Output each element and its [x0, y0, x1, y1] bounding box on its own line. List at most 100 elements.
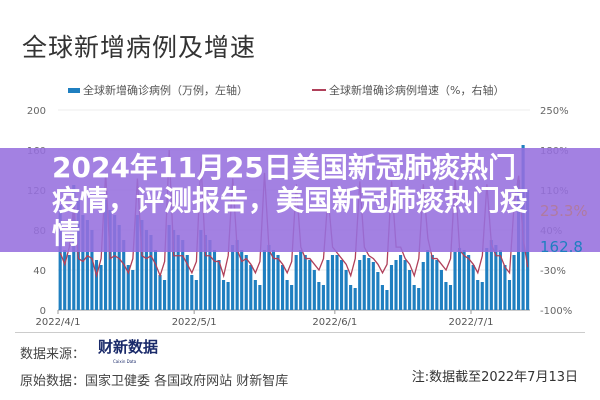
overlay-band [0, 148, 600, 252]
bar [212, 250, 217, 310]
bar [385, 290, 389, 310]
caixin-logo-sub: Caixin Data [113, 359, 137, 364]
caixin-logo: 财新数据 [98, 338, 159, 356]
y-right-tick-label: -30% [540, 266, 566, 277]
source-label: 数据来源： [20, 347, 86, 362]
bar [194, 280, 198, 310]
bar [135, 215, 139, 310]
bar [389, 265, 394, 310]
bar [448, 285, 453, 310]
bar [512, 255, 516, 310]
bar [394, 260, 398, 310]
bar [244, 255, 248, 310]
bar [85, 220, 89, 310]
bar [480, 282, 484, 310]
bar [190, 275, 194, 310]
bar [344, 270, 348, 310]
legend-line: 全球新增确诊病例增速（%，右轴） [312, 82, 504, 98]
bar [285, 280, 289, 310]
legend-bars: 全球新增确诊病例（万例，左轴） [68, 82, 248, 98]
original-data: 原始数据：国家卫健委 各国政府网站 财新智库 [20, 374, 289, 389]
bar [398, 255, 403, 310]
x-tick-label: 2022/5/1 [172, 317, 217, 328]
y-left-tick-label: 40 [33, 266, 46, 277]
bar [349, 285, 353, 310]
bar [172, 230, 176, 310]
overlay-headline: 2024年11月25日美国新冠肺痰热门疫情，评测报告，美国新冠肺痰热门疫情 [52, 151, 529, 250]
bar [58, 205, 62, 310]
y-left-tick-label: 0 [40, 306, 46, 317]
bar [226, 282, 230, 310]
bar [367, 258, 371, 310]
bar [462, 250, 466, 310]
bar [162, 280, 167, 310]
bar [90, 230, 94, 310]
bar [249, 265, 253, 310]
bar [457, 248, 462, 310]
bar [453, 252, 457, 310]
bar [262, 250, 266, 310]
bar [240, 250, 244, 310]
bar [426, 250, 430, 310]
bar [126, 265, 130, 310]
bar [199, 230, 203, 310]
bar [380, 285, 384, 310]
bar [144, 230, 148, 310]
bar [149, 235, 153, 310]
bar [317, 282, 321, 310]
bar [167, 225, 171, 310]
y-right-tick-label: 250% [540, 106, 569, 117]
bar [444, 282, 448, 310]
bar [362, 255, 366, 310]
bar [290, 285, 294, 310]
bar [439, 270, 443, 310]
page-title: 全球新增病例及增速 [22, 33, 257, 62]
bar [81, 215, 85, 310]
bar [271, 250, 276, 310]
bar [326, 260, 330, 310]
bar [99, 265, 103, 310]
bar [103, 200, 108, 310]
bar-data-label: 162.8 [540, 238, 583, 256]
bar [308, 260, 312, 310]
y-left-tick-label: 200 [27, 106, 46, 117]
bar [113, 215, 117, 310]
bar [376, 272, 380, 310]
x-tick-label: 2022/6/1 [312, 317, 357, 328]
bar [412, 285, 416, 310]
bar [353, 288, 357, 310]
divider [15, 332, 585, 333]
bar [435, 260, 439, 310]
bar [221, 280, 226, 310]
bar [117, 225, 121, 310]
x-tick-label: 2022/7/1 [449, 317, 494, 328]
bar [176, 235, 180, 310]
bar [471, 265, 475, 310]
bar [153, 250, 158, 310]
bar [185, 255, 189, 310]
bar [122, 240, 126, 310]
bar [494, 245, 498, 310]
bar [235, 240, 239, 310]
bar [403, 260, 407, 310]
legend-line-swatch [312, 89, 326, 91]
bar [276, 255, 280, 310]
bar [253, 280, 257, 310]
data-note: 注:数据截至2022年7月13日 [411, 370, 578, 385]
bar [181, 240, 185, 310]
bar [503, 265, 507, 310]
bar [94, 260, 99, 310]
bar [67, 255, 71, 310]
bar [485, 248, 489, 310]
bar [131, 270, 135, 310]
bar [258, 285, 262, 310]
bar [231, 245, 235, 310]
bar [339, 260, 344, 310]
bar [498, 250, 502, 310]
bar [335, 255, 339, 310]
bar [467, 255, 471, 310]
bar [476, 280, 480, 310]
bar [358, 260, 362, 310]
bar [299, 250, 303, 310]
bar [421, 262, 425, 310]
